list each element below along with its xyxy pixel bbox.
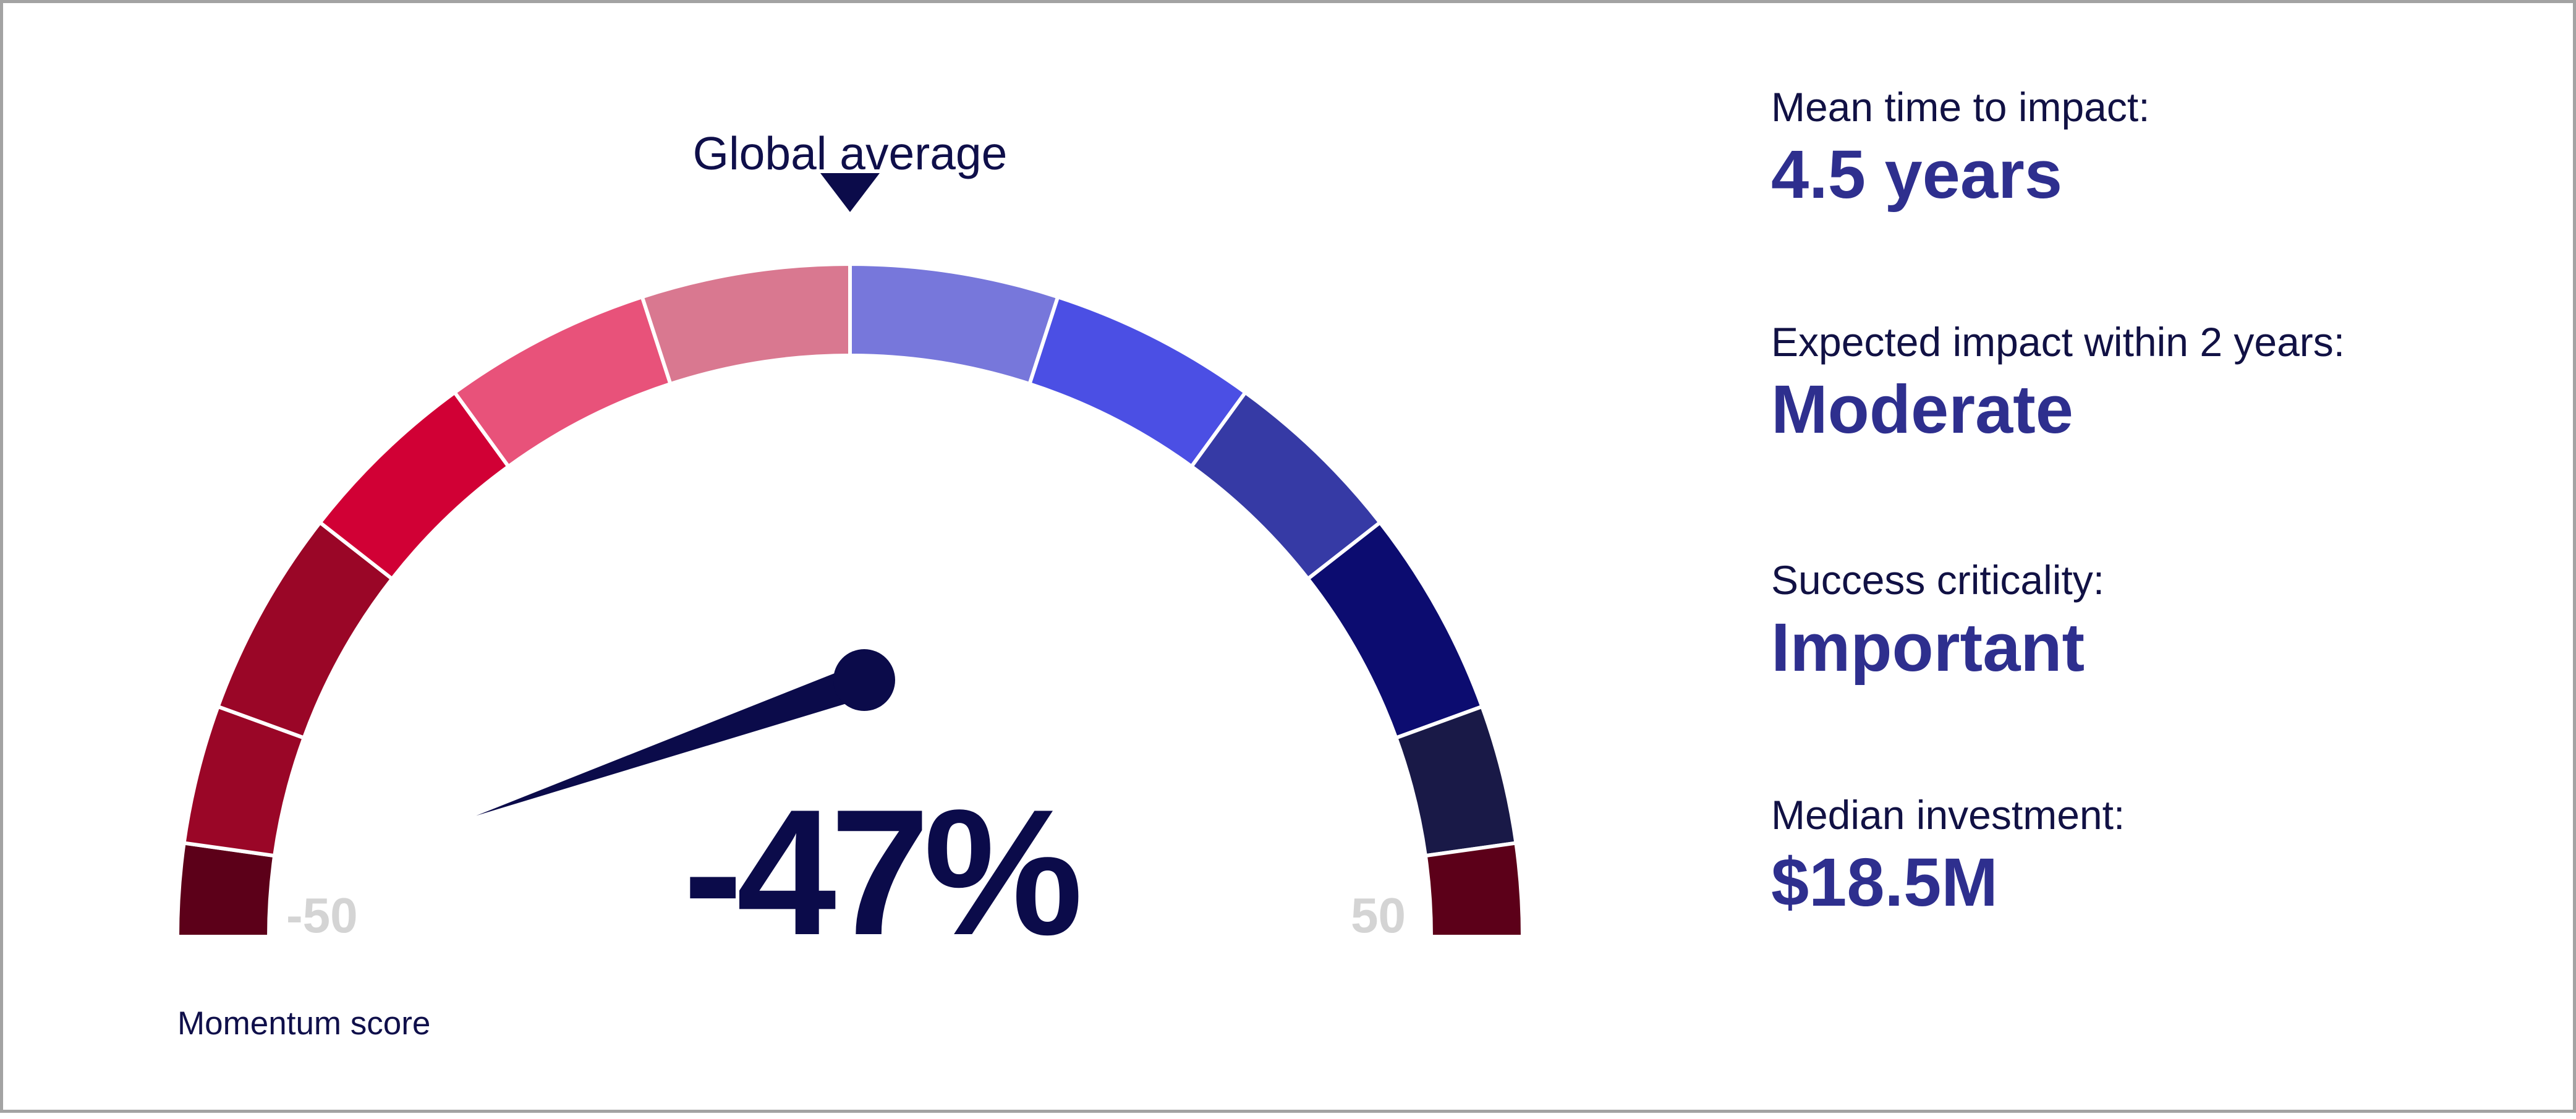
stat-label: Success criticality: [1771,557,2105,603]
gauge-segment [175,841,277,938]
gauge-svg [175,173,1525,938]
gauge-needle [476,649,895,816]
gauge-max-label: 50 [1351,888,1406,943]
gauge-segment [1423,841,1525,938]
stat-label: Expected impact within 2 years: [1771,319,2345,365]
stat-value: Moderate [1771,372,2073,448]
gauge-chart: Global average -50 50 -47% Momentum scor… [3,3,1610,1116]
momentum-score-caption: Momentum score [177,1005,431,1042]
needle-hub [833,649,895,711]
stat-label: Mean time to impact: [1771,84,2150,130]
gauge-min-label: -50 [286,888,358,943]
stat-value: Important [1771,610,2085,686]
global-average-marker [820,173,880,212]
gauge-segment [640,262,852,386]
stat-success-criticality: Success criticality: Important [1771,556,2104,687]
stat-label: Median investment: [1771,792,2125,838]
gauge-segments [175,262,1525,938]
momentum-score-value: -47% [683,772,1083,972]
needle-pointer [476,663,870,816]
stat-mean-time-to-impact: Mean time to impact: 4.5 years [1771,83,2150,214]
stat-value: 4.5 years [1771,137,2062,213]
gauge-segment [848,262,1060,386]
stat-value: $18.5M [1771,845,1998,921]
stat-median-investment: Median investment: $18.5M [1771,791,2125,922]
stat-expected-impact: Expected impact within 2 years: Moderate [1771,318,2345,449]
